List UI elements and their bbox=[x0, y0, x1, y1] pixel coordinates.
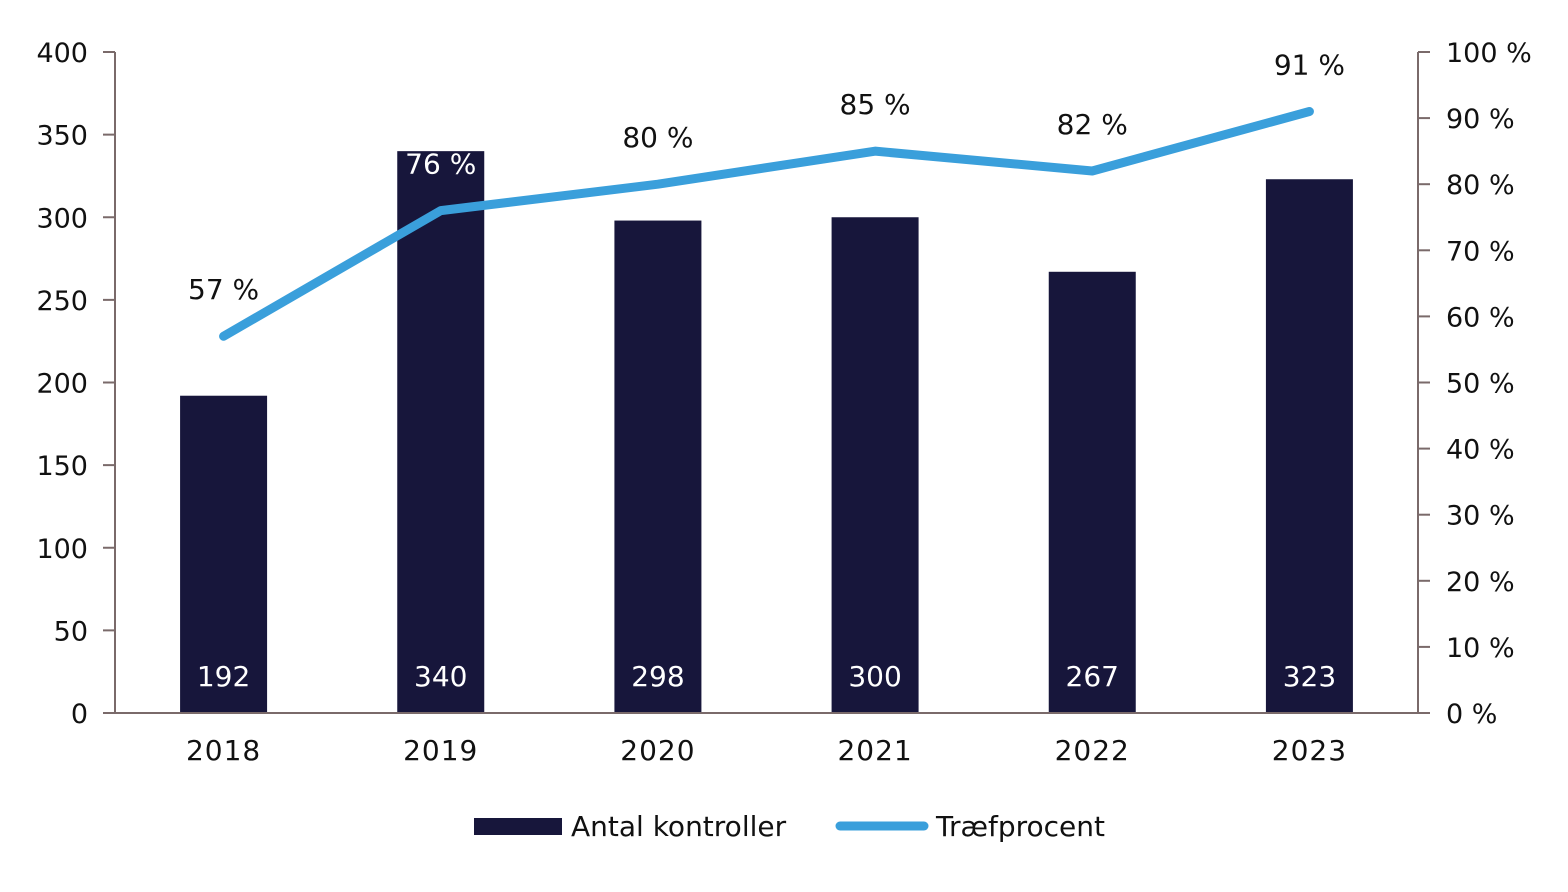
x-category-label: 2021 bbox=[837, 734, 912, 767]
bar-value-label: 298 bbox=[631, 660, 684, 693]
line-value-label: 91 % bbox=[1274, 48, 1345, 81]
right-tick-label: 50 % bbox=[1446, 369, 1515, 400]
legend: Antal kontroller Træfprocent bbox=[474, 810, 1105, 843]
right-tick-label: 10 % bbox=[1446, 633, 1515, 664]
bar-2020 bbox=[614, 220, 702, 713]
line-series-traefprocent bbox=[219, 106, 1314, 341]
bar-2019 bbox=[397, 151, 485, 713]
bar-value-label: 300 bbox=[848, 660, 901, 693]
x-category-label: 2023 bbox=[1272, 734, 1347, 767]
bar-2018 bbox=[180, 395, 268, 713]
axes-layer: 0 50 100 150 200 250 300 350 400 0 % 10 % 20 % 30 % 4… bbox=[36, 38, 1531, 767]
right-tick-label: 30 % bbox=[1446, 501, 1515, 532]
line-value-label: 80 % bbox=[622, 121, 693, 154]
bar-value-label: 323 bbox=[1283, 660, 1336, 693]
left-tick-label: 200 bbox=[36, 369, 88, 400]
right-tick-label: 0 % bbox=[1446, 699, 1497, 730]
left-tick-label: 50 bbox=[54, 616, 88, 647]
right-tick-label: 40 % bbox=[1446, 435, 1515, 466]
left-tick-label: 300 bbox=[36, 203, 88, 234]
bar-value-label: 192 bbox=[197, 660, 250, 693]
left-tick-label: 100 bbox=[36, 534, 88, 565]
line-value-label: 57 % bbox=[188, 273, 259, 306]
line-value-label: 82 % bbox=[1057, 108, 1128, 141]
bar-value-label: 267 bbox=[1066, 660, 1119, 693]
x-category-label: 2019 bbox=[403, 734, 478, 767]
x-category-label: 2020 bbox=[620, 734, 695, 767]
bar-value-label: 340 bbox=[414, 660, 467, 693]
right-tick-label: 90 % bbox=[1446, 104, 1515, 135]
left-tick-label: 150 bbox=[36, 451, 88, 482]
line-value-label: 85 % bbox=[840, 88, 911, 121]
right-tick-label: 70 % bbox=[1446, 236, 1515, 267]
line-value-label: 76 % bbox=[405, 148, 476, 181]
right-tick-label: 20 % bbox=[1446, 567, 1515, 598]
line-layer bbox=[219, 106, 1314, 341]
legend-label-bar: Antal kontroller bbox=[571, 810, 787, 843]
left-tick-label: 350 bbox=[36, 121, 88, 152]
legend-label-line: Træfprocent bbox=[935, 810, 1105, 843]
right-tick-label: 100 % bbox=[1446, 38, 1532, 69]
labels-layer: 192 340 298 300 267 323 57 % 76 % 80 % 85 % 82 % 91… bbox=[188, 48, 1345, 693]
right-tick-label: 60 % bbox=[1446, 302, 1515, 333]
x-category-label: 2018 bbox=[186, 734, 261, 767]
left-tick-label: 400 bbox=[36, 38, 88, 69]
bar-2023 bbox=[1265, 179, 1353, 713]
bar-2021 bbox=[831, 217, 919, 713]
right-tick-label: 80 % bbox=[1446, 170, 1515, 201]
x-category-label: 2022 bbox=[1055, 734, 1130, 767]
bar-2022 bbox=[1048, 271, 1136, 713]
left-tick-label: 0 bbox=[71, 699, 88, 730]
legend-swatch-bar bbox=[474, 818, 562, 835]
left-tick-label: 250 bbox=[36, 286, 88, 317]
bars-layer bbox=[180, 151, 1353, 713]
